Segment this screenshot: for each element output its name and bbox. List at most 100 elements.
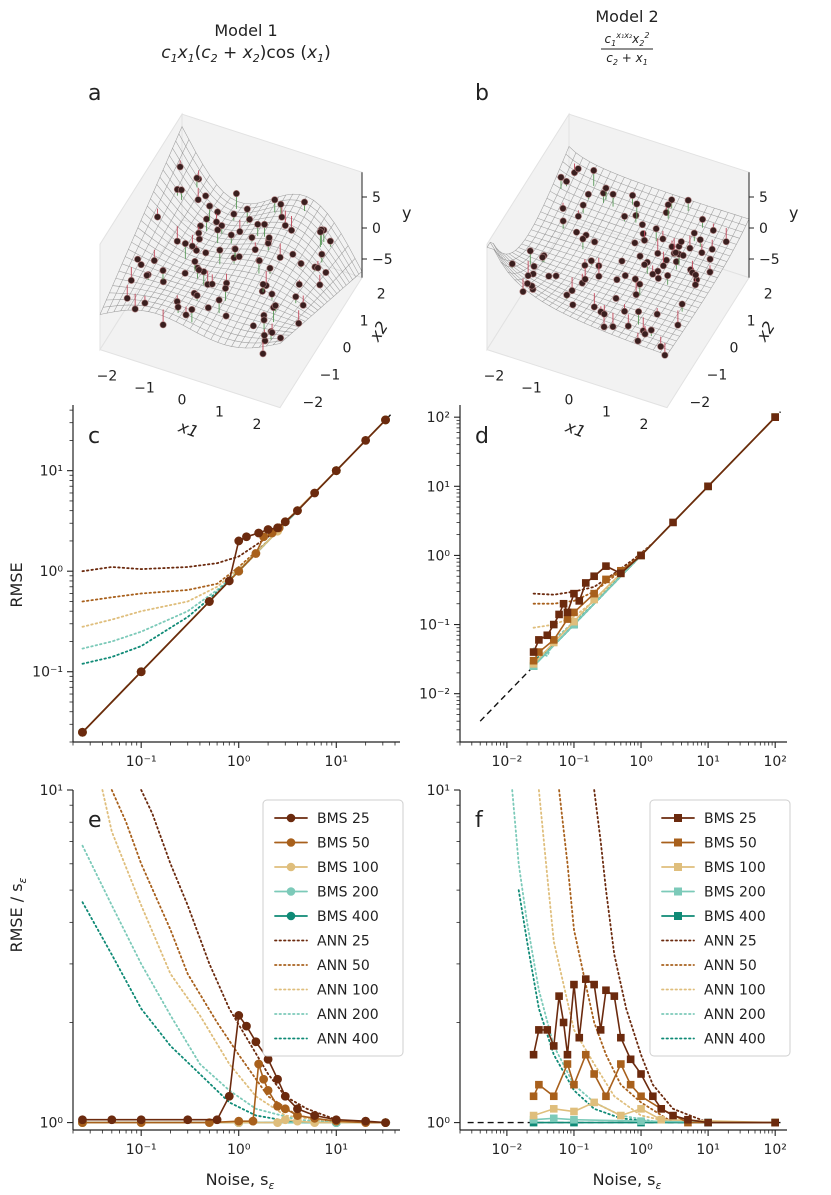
data-point [292, 293, 300, 301]
data-point [704, 482, 712, 491]
data-point [669, 1111, 677, 1120]
legend-label: ANN 400 [317, 1032, 379, 1048]
legend-marker [674, 814, 682, 822]
data-point [574, 165, 582, 173]
data-point [137, 261, 145, 269]
x1-tick-label: 0 [565, 393, 574, 409]
x2-tick-label: 2 [764, 286, 773, 302]
data-point [227, 231, 235, 239]
data-point [636, 280, 644, 288]
data-point [222, 284, 230, 292]
data-point [316, 228, 324, 236]
series-line-ann-25 [593, 789, 709, 1124]
data-point [668, 243, 676, 251]
data-point [617, 1060, 625, 1068]
data-point [679, 251, 687, 259]
x1-tick-label: −1 [521, 381, 542, 397]
surface-mesh-line [272, 258, 356, 346]
y-tick-label: 10⁰ [40, 1116, 64, 1132]
data-point [326, 237, 334, 245]
data-point [692, 271, 700, 279]
y-tick-label: 5 [372, 190, 381, 206]
data-point [297, 260, 305, 268]
y-tick-label: 0 [372, 221, 381, 237]
data-point [549, 620, 558, 629]
data-point [678, 300, 686, 308]
data-point [259, 350, 267, 358]
data-point [214, 226, 222, 234]
data-point [204, 304, 212, 312]
data-point [573, 228, 581, 236]
data-point [570, 1107, 578, 1116]
data-point [771, 1118, 779, 1127]
data-point [215, 296, 223, 304]
data-point [255, 257, 263, 265]
data-point [188, 306, 196, 314]
surface-mesh-line [652, 214, 736, 351]
data-point [273, 523, 282, 533]
surface-mesh-line [224, 196, 307, 345]
data-point [563, 291, 571, 299]
data-point [563, 177, 571, 185]
data-point [300, 198, 308, 206]
data-point [535, 636, 543, 644]
series-line-ann-400 [81, 901, 299, 1124]
panel-letter-b: b [475, 81, 489, 106]
data-point [222, 312, 230, 320]
xlabel-noise-f: Noise, sε [593, 1170, 662, 1192]
data-point [632, 211, 640, 219]
data-point [653, 310, 661, 318]
surface-mesh-line [245, 213, 328, 349]
data-point [254, 528, 264, 538]
surface-mesh-line [546, 198, 728, 262]
data-point [602, 562, 610, 570]
data-point [590, 589, 598, 598]
data-point [609, 323, 617, 331]
x2-axis-label: x2 [752, 318, 779, 346]
x-tick-label: 10¹ [696, 1142, 719, 1158]
x2-tick-label: 1 [747, 314, 756, 330]
series-line-ann-100 [532, 542, 654, 629]
data-point [602, 575, 610, 584]
data-point [234, 566, 244, 576]
data-point [248, 1116, 258, 1126]
data-point [629, 191, 637, 199]
data-point [563, 1060, 572, 1068]
data-point [581, 261, 589, 269]
data-point [310, 1111, 320, 1120]
data-point [535, 1080, 543, 1089]
legend-label: ANN 200 [317, 1007, 379, 1023]
data-point [150, 257, 158, 265]
data-point [631, 239, 639, 247]
x2-axis-label: x2 [365, 318, 392, 346]
data-point [526, 247, 534, 255]
data-point [668, 196, 676, 204]
data-point [626, 1080, 635, 1089]
data-point [224, 576, 234, 586]
data-point [633, 200, 641, 208]
data-point [632, 291, 640, 299]
surface-mesh-line [562, 161, 743, 233]
data-point [230, 210, 238, 218]
series-line-ann-25 [140, 789, 338, 1121]
data-point [381, 1118, 390, 1127]
panel-letter-f: f [475, 808, 484, 833]
surface-mesh-line [178, 133, 360, 275]
data-point [289, 250, 297, 258]
data-point [557, 173, 565, 181]
surface-mesh-line [265, 245, 349, 347]
legend-label: BMS 50 [704, 836, 757, 852]
svg-text:c2 + x1: c2 + x1 [606, 51, 648, 67]
data-point [251, 246, 259, 254]
y-tick-label: 10⁻² [419, 687, 450, 703]
data-point [361, 1116, 371, 1126]
data-point [654, 274, 662, 282]
x-tick-label: 10¹ [325, 1142, 348, 1158]
surface-mesh-line [203, 194, 287, 337]
x1-tick-label: −2 [484, 368, 505, 384]
series-line-ann-100 [81, 499, 308, 628]
data-point [659, 262, 667, 270]
data-point [529, 1050, 538, 1059]
data-point [273, 1074, 282, 1084]
data-point [657, 343, 665, 351]
